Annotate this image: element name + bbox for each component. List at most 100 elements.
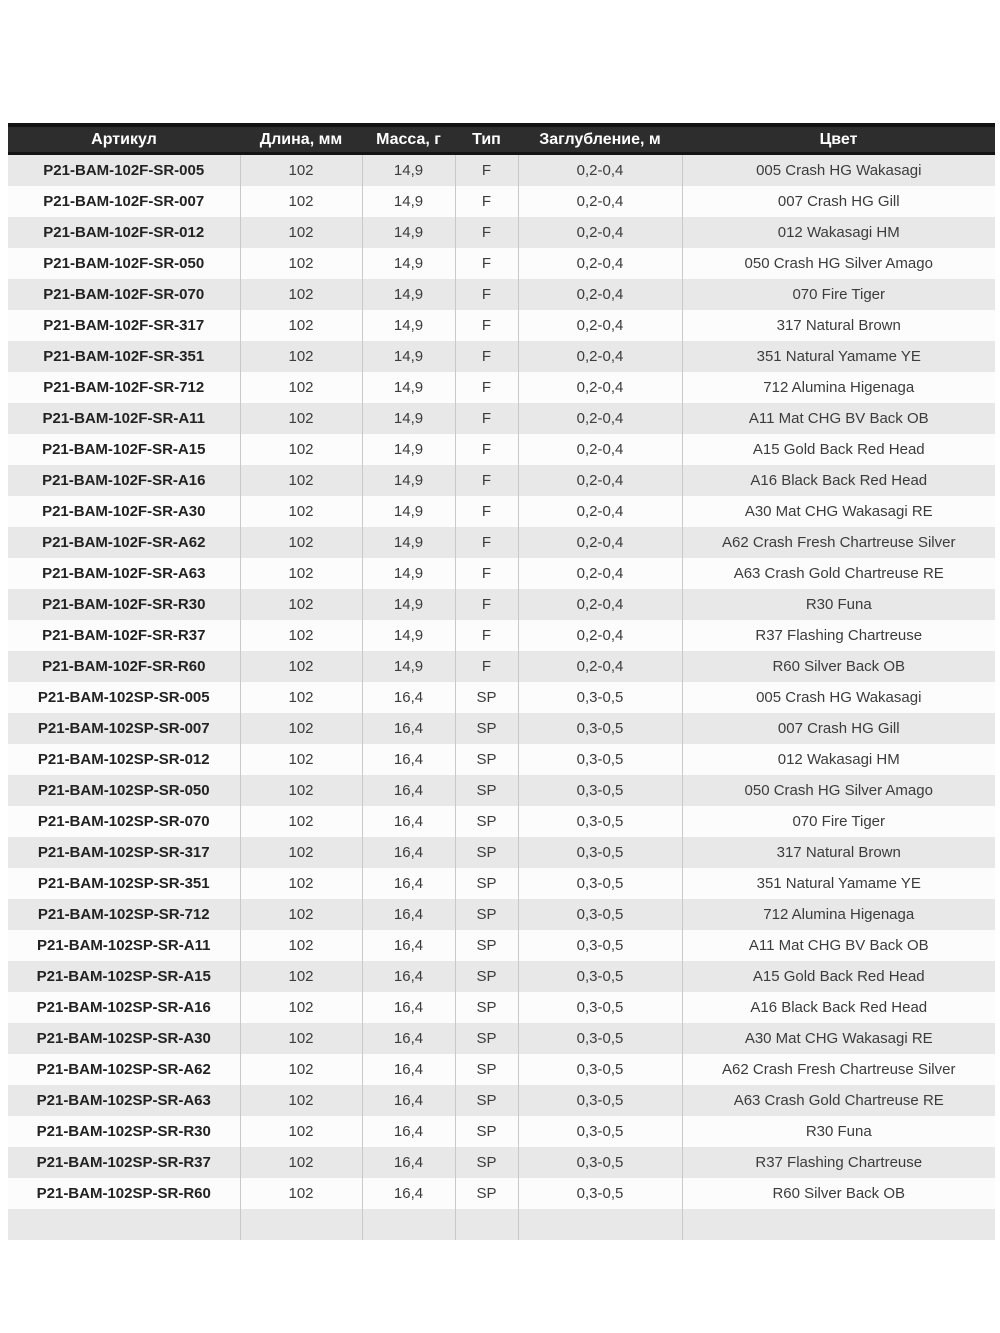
cell-depth: 0,3-0,5 [517, 713, 682, 744]
table-header: Артикул Длина, мм Масса, г Тип Заглубление, … [8, 123, 995, 155]
cell-depth: 0,3-0,5 [517, 930, 682, 961]
table-row: P21-BAM-102SP-SR-R37 102 16,4 SP 0,3-0,5 R37 … [8, 1147, 995, 1178]
cell-empty [239, 1209, 362, 1240]
cell-length: 102 [239, 1023, 362, 1054]
cell-mass: 16,4 [361, 961, 455, 992]
cell-type: F [454, 558, 518, 589]
cell-color: 005 Crash HG Wakasagi [681, 153, 995, 186]
cell-type: F [454, 248, 518, 279]
cell-article: P21-BAM-102SP-SR-R30 [8, 1116, 240, 1147]
cell-color: A16 Black Back Red Head [681, 992, 995, 1023]
cell-article: P21-BAM-102F-SR-351 [8, 341, 240, 372]
cell-type: SP [454, 682, 518, 713]
cell-color: 012 Wakasagi HM [681, 744, 995, 775]
cell-mass: 16,4 [361, 1147, 455, 1178]
table-row: P21-BAM-102SP-SR-A16 102 16,4 SP 0,3-0,5 A16 … [8, 992, 995, 1023]
cell-depth: 0,3-0,5 [517, 961, 682, 992]
table-row: P21-BAM-102F-SR-005 102 14,9 F 0,2-0,4 005 Cr… [8, 153, 995, 186]
cell-mass: 16,4 [361, 1023, 455, 1054]
table-row: P21-BAM-102SP-SR-050 102 16,4 SP 0,3-0,5 050 … [8, 775, 995, 806]
cell-depth: 0,2-0,4 [517, 341, 682, 372]
cell-type: SP [454, 837, 518, 868]
cell-length: 102 [239, 1147, 362, 1178]
cell-type: SP [454, 1023, 518, 1054]
cell-mass: 16,4 [361, 868, 455, 899]
cell-color: A63 Crash Gold Chartreuse RE [681, 558, 995, 589]
table-row: P21-BAM-102F-SR-A62 102 14,9 F 0,2-0,4 A62 Cr… [8, 527, 995, 558]
cell-article: P21-BAM-102SP-SR-351 [8, 868, 240, 899]
cell-empty [8, 1209, 240, 1240]
cell-type: F [454, 403, 518, 434]
table-row: P21-BAM-102SP-SR-A63 102 16,4 SP 0,3-0,5 A63 … [8, 1085, 995, 1116]
table-row: P21-BAM-102F-SR-050 102 14,9 F 0,2-0,4 050 Cr… [8, 248, 995, 279]
cell-length: 102 [239, 248, 362, 279]
cell-color: R30 Funa [681, 589, 995, 620]
cell-depth: 0,3-0,5 [517, 1147, 682, 1178]
cell-mass: 14,9 [361, 248, 455, 279]
cell-depth: 0,2-0,4 [517, 153, 682, 186]
cell-depth: 0,2-0,4 [517, 217, 682, 248]
cell-type: F [454, 465, 518, 496]
cell-color: 050 Crash HG Silver Amago [681, 775, 995, 806]
cell-type: F [454, 527, 518, 558]
cell-article: P21-BAM-102SP-SR-070 [8, 806, 240, 837]
cell-depth: 0,2-0,4 [517, 465, 682, 496]
cell-type: SP [454, 961, 518, 992]
cell-article: P21-BAM-102F-SR-317 [8, 310, 240, 341]
cell-article: P21-BAM-102SP-SR-050 [8, 775, 240, 806]
cell-article: P21-BAM-102F-SR-A62 [8, 527, 240, 558]
cell-type: SP [454, 930, 518, 961]
cell-color: 317 Natural Brown [681, 837, 995, 868]
cell-length: 102 [239, 899, 362, 930]
cell-mass: 16,4 [361, 806, 455, 837]
cell-type: SP [454, 775, 518, 806]
cell-depth: 0,2-0,4 [517, 589, 682, 620]
cell-depth: 0,2-0,4 [517, 310, 682, 341]
cell-depth: 0,2-0,4 [517, 496, 682, 527]
cell-color: 351 Natural Yamame YE [681, 341, 995, 372]
cell-depth: 0,2-0,4 [517, 527, 682, 558]
cell-article: P21-BAM-102F-SR-070 [8, 279, 240, 310]
cell-type: SP [454, 1085, 518, 1116]
cell-article: P21-BAM-102F-SR-012 [8, 217, 240, 248]
cell-length: 102 [239, 930, 362, 961]
cell-mass: 14,9 [361, 310, 455, 341]
table-row: P21-BAM-102SP-SR-007 102 16,4 SP 0,3-0,5 007 … [8, 713, 995, 744]
table-row: P21-BAM-102SP-SR-R60 102 16,4 SP 0,3-0,5 R60 … [8, 1178, 995, 1209]
cell-article: P21-BAM-102SP-SR-012 [8, 744, 240, 775]
cell-length: 102 [239, 620, 362, 651]
cell-mass: 14,9 [361, 465, 455, 496]
cell-color: A15 Gold Back Red Head [681, 961, 995, 992]
table-row: P21-BAM-102F-SR-R30 102 14,9 F 0,2-0,4 R30 Fu… [8, 589, 995, 620]
table-row: P21-BAM-102SP-SR-R30 102 16,4 SP 0,3-0,5 R30 … [8, 1116, 995, 1147]
cell-type: SP [454, 1147, 518, 1178]
product-spec-table: Артикул Длина, мм Масса, г Тип Заглубление, … [8, 123, 995, 1240]
table-header-row: Артикул Длина, мм Масса, г Тип Заглубление, … [8, 123, 995, 155]
cell-mass: 16,4 [361, 930, 455, 961]
cell-color: R60 Silver Back OB [681, 651, 995, 682]
column-header-mass: Масса, г [362, 123, 455, 155]
table-row: P21-BAM-102SP-SR-712 102 16,4 SP 0,3-0,5 712 … [8, 899, 995, 930]
cell-article: P21-BAM-102F-SR-R37 [8, 620, 240, 651]
cell-mass: 16,4 [361, 1054, 455, 1085]
table-row: P21-BAM-102F-SR-A16 102 14,9 F 0,2-0,4 A16 Bl… [8, 465, 995, 496]
cell-length: 102 [239, 651, 362, 682]
cell-depth: 0,3-0,5 [517, 992, 682, 1023]
cell-article: P21-BAM-102F-SR-R30 [8, 589, 240, 620]
cell-length: 102 [239, 806, 362, 837]
cell-depth: 0,2-0,4 [517, 558, 682, 589]
cell-color: 070 Fire Tiger [681, 279, 995, 310]
cell-length: 102 [239, 434, 362, 465]
cell-depth: 0,2-0,4 [517, 248, 682, 279]
cell-mass: 16,4 [361, 837, 455, 868]
cell-article: P21-BAM-102SP-SR-A62 [8, 1054, 240, 1085]
cell-mass: 16,4 [361, 713, 455, 744]
cell-article: P21-BAM-102SP-SR-A30 [8, 1023, 240, 1054]
cell-length: 102 [239, 153, 362, 186]
cell-mass: 14,9 [361, 651, 455, 682]
cell-article: P21-BAM-102SP-SR-A63 [8, 1085, 240, 1116]
cell-type: F [454, 310, 518, 341]
cell-mass: 14,9 [361, 403, 455, 434]
cell-length: 102 [239, 558, 362, 589]
